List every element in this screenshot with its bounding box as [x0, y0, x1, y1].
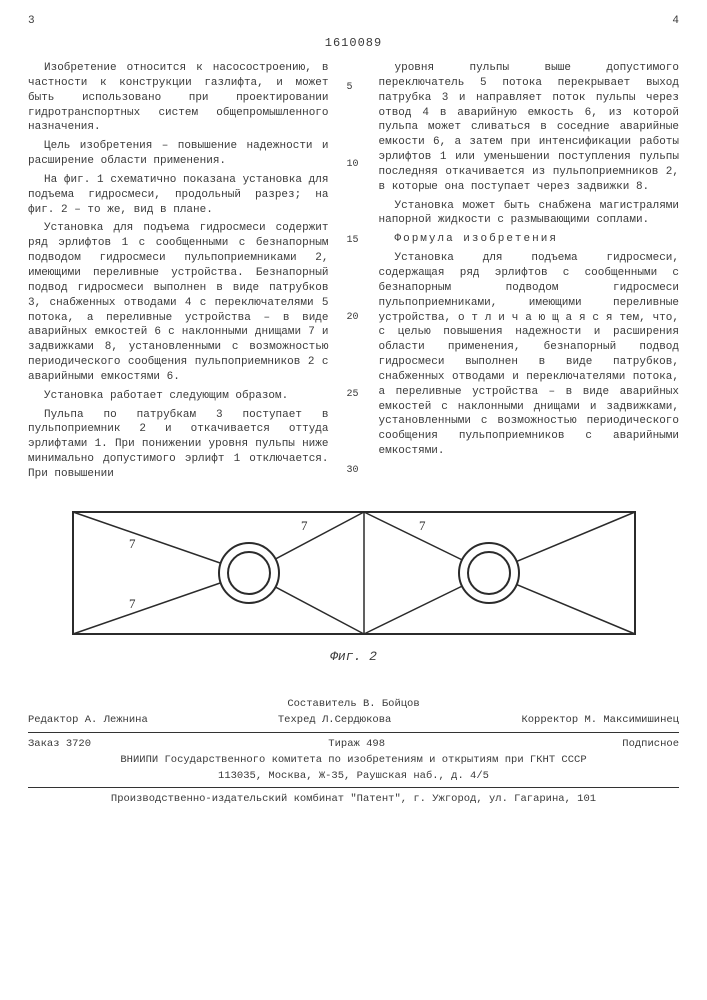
editor-label: Редактор — [28, 714, 78, 726]
body-paragraph: На фиг. 1 схематично показана установка … — [28, 173, 329, 218]
svg-text:7: 7 — [129, 536, 136, 551]
order-label: Заказ — [28, 738, 60, 750]
patent-number: 1610089 — [28, 35, 679, 51]
figure-svg: 7 7 7 7 — [69, 508, 639, 638]
org-address: 113035, Москва, Ж-35, Раушская наб., д. … — [28, 769, 679, 783]
claim-paragraph: Установка для подъема гидросмеси, содерж… — [379, 251, 680, 459]
org-name: ВНИИПИ Государственного комитета по изоб… — [28, 753, 679, 767]
left-column: Изобретение относится к насосостроению, … — [28, 61, 329, 486]
corrector-label: Корректор — [521, 714, 578, 726]
line-marker: 20 — [347, 311, 361, 325]
corrector-name: М. Максимишинец — [584, 714, 679, 726]
right-column: уровня пульпы выше допустимого переключа… — [379, 61, 680, 486]
tiraj-number: 498 — [366, 738, 385, 750]
svg-text:7: 7 — [129, 596, 136, 611]
body-paragraph: Установка может быть снабжена магистраля… — [379, 199, 680, 229]
page-number-right: 4 — [672, 14, 679, 29]
imprint-footer: Составитель В. Бойцов Редактор А. Лежнин… — [28, 697, 679, 806]
body-paragraph: Изобретение относится к насосостроению, … — [28, 61, 329, 135]
divider — [28, 787, 679, 788]
order-number: 3720 — [66, 738, 91, 750]
line-marker: 5 — [347, 81, 361, 95]
body-paragraph: Установка для подъема гидросмеси содержи… — [28, 221, 329, 384]
techred-label: Техред — [278, 714, 316, 726]
claims-heading: Формула изобретения — [379, 232, 680, 247]
editor-name: А. Лежнина — [85, 714, 148, 726]
compiler-label: Составитель — [287, 698, 356, 710]
printing-plant: Производственно-издательский комбинат "П… — [28, 792, 679, 806]
body-paragraph: Установка работает следующим образом. — [28, 389, 329, 404]
svg-text:7: 7 — [301, 518, 308, 533]
line-marker: 30 — [347, 464, 361, 478]
compiler-name: В. Бойцов — [363, 698, 420, 710]
divider — [28, 732, 679, 733]
svg-text:7: 7 — [419, 518, 426, 533]
line-marker: 15 — [347, 234, 361, 248]
line-number-gutter: 5 10 15 20 25 30 — [347, 61, 361, 486]
body-paragraph: уровня пульпы выше допустимого переключа… — [379, 61, 680, 195]
line-marker: 10 — [347, 158, 361, 172]
body-paragraph: Пульпа по патрубкам 3 поступает в пульпо… — [28, 408, 329, 482]
tiraj-label: Тираж — [328, 738, 360, 750]
line-marker: 25 — [347, 388, 361, 402]
figure-caption: Фиг. 2 — [69, 648, 639, 666]
body-paragraph: Цель изобретения – повышение надежности … — [28, 139, 329, 169]
page-number-left: 3 — [28, 14, 35, 29]
subscription-label: Подписное — [622, 737, 679, 751]
figure-2: 7 7 7 7 Фиг. 2 — [69, 508, 639, 665]
techred-name: Л.Сердюкова — [322, 714, 391, 726]
